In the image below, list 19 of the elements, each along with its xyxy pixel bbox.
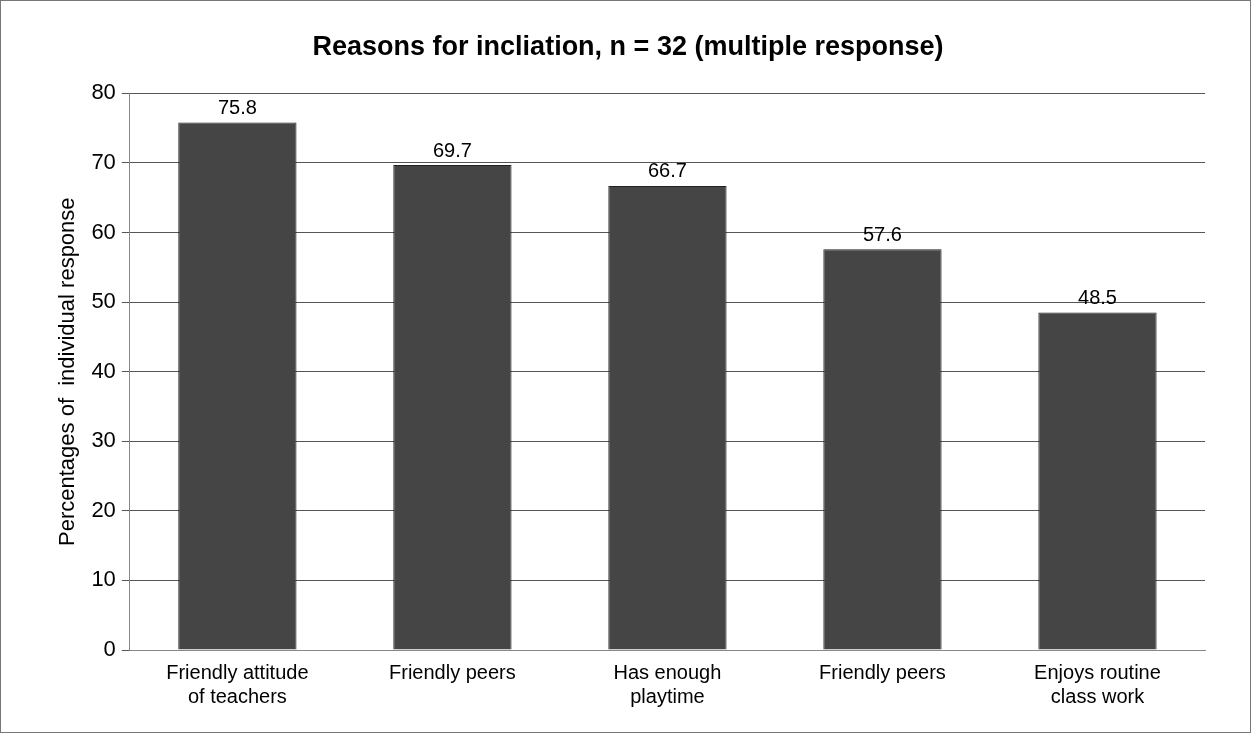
- x-tick-label: Friendly attitude of teachers: [166, 660, 309, 707]
- x-tick-label: Enjoys routine class work: [1034, 660, 1161, 707]
- y-tick-label: 70: [91, 149, 116, 175]
- x-tick-label: Friendly peers: [389, 660, 516, 683]
- y-tick-label: 40: [91, 357, 116, 383]
- y-tick-label: 0: [103, 636, 116, 662]
- y-tick-label: 50: [91, 288, 116, 314]
- data-label: 75.8: [217, 96, 257, 119]
- data-label: 69.7: [432, 138, 472, 161]
- y-axis-title: Percentages of individual response: [54, 197, 80, 546]
- y-tick-label: 30: [91, 427, 116, 453]
- chart-title: Reasons for incliation, n = 32 (multiple response): [312, 30, 944, 61]
- y-tick-label: 80: [91, 79, 116, 105]
- x-tick-label: Has enough playtime: [613, 660, 722, 707]
- data-label: 66.7: [647, 159, 687, 182]
- y-tick-label: 60: [91, 218, 116, 244]
- x-tick-label: Friendly peers: [819, 660, 946, 683]
- y-tick-label: 20: [91, 496, 116, 522]
- y-tick-label: 10: [91, 566, 116, 592]
